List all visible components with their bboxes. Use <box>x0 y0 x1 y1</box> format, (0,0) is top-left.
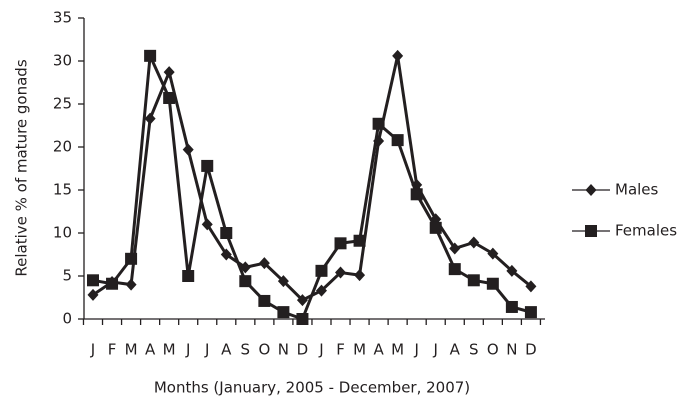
x-tick-label: J <box>413 341 418 359</box>
x-axis-label: Months (January, 2005 - December, 2007) <box>154 379 470 397</box>
data-point <box>315 264 328 277</box>
x-tick-label: F <box>336 341 345 359</box>
x-tick-label: D <box>297 341 309 359</box>
data-point <box>182 143 194 156</box>
x-tick-label: N <box>278 341 289 359</box>
x-tick-label: A <box>373 341 384 359</box>
x-tick-label: J <box>185 341 190 359</box>
data-point <box>467 274 480 287</box>
y-tick-label: 5 <box>62 267 72 285</box>
data-point <box>334 237 347 250</box>
x-tick-label: O <box>258 341 270 359</box>
x-tick-label: S <box>469 341 479 359</box>
x-tick-label: M <box>163 341 176 359</box>
data-point <box>296 313 309 325</box>
data-point <box>163 91 176 104</box>
data-point <box>506 264 518 277</box>
x-tick-label: O <box>487 341 499 359</box>
x-tick-label: J <box>318 341 323 359</box>
x-tick-label: A <box>221 341 232 359</box>
data-point <box>354 269 366 282</box>
x-tick-label: J <box>433 341 438 359</box>
data-point <box>258 257 270 270</box>
x-tick-label: F <box>108 341 117 359</box>
data-point <box>448 263 461 276</box>
data-point <box>220 248 232 261</box>
data-point <box>429 221 442 234</box>
data-point <box>106 277 119 290</box>
legend-label: Males <box>615 181 659 199</box>
x-tick-label: J <box>90 341 95 359</box>
data-point <box>410 188 423 201</box>
data-point <box>201 159 214 172</box>
data-point <box>487 247 499 260</box>
data-point <box>182 270 195 282</box>
data-point <box>277 306 290 319</box>
data-point <box>125 252 138 265</box>
data-point <box>201 218 213 231</box>
data-point <box>296 294 308 307</box>
data-point <box>163 66 175 79</box>
data-point <box>315 284 327 297</box>
x-tick-label: D <box>525 341 537 359</box>
x-tick-label: M <box>353 341 366 359</box>
data-point <box>258 294 271 307</box>
data-point <box>486 277 499 290</box>
data-point <box>353 234 366 247</box>
y-axis-label: Relative % of mature gonads <box>13 59 31 276</box>
x-tick-label: S <box>241 341 251 359</box>
data-point <box>372 117 385 130</box>
x-tick-label: A <box>145 341 156 359</box>
y-tick-label: 20 <box>53 138 72 156</box>
data-point <box>144 49 157 62</box>
x-tick-label: J <box>204 341 209 359</box>
y-tick-label: 25 <box>53 95 72 113</box>
data-point <box>505 300 518 313</box>
data-point <box>449 242 461 255</box>
data-point <box>239 275 252 288</box>
data-point <box>144 112 156 125</box>
data-point <box>392 49 404 62</box>
y-tick-label: 10 <box>53 224 72 242</box>
data-point <box>87 274 99 287</box>
data-point <box>391 134 404 147</box>
x-tick-label: M <box>125 341 138 359</box>
legend-marker <box>585 225 597 237</box>
y-tick-label: 0 <box>62 310 72 328</box>
data-point <box>524 306 537 319</box>
data-point <box>468 236 480 249</box>
legend-marker <box>585 184 597 196</box>
data-point <box>335 266 347 279</box>
y-tick-label: 15 <box>53 181 72 199</box>
x-tick-label: N <box>506 341 517 359</box>
data-point <box>525 280 537 293</box>
y-tick-label: 30 <box>53 52 72 70</box>
data-point <box>125 278 137 291</box>
series-line <box>92 55 532 302</box>
y-tick-label: 35 <box>53 9 72 27</box>
legend-label: Females <box>615 222 677 240</box>
data-point <box>277 275 289 288</box>
x-tick-label: M <box>391 341 404 359</box>
data-point <box>220 227 233 239</box>
x-tick-label: A <box>450 341 461 359</box>
data-point <box>87 288 99 301</box>
